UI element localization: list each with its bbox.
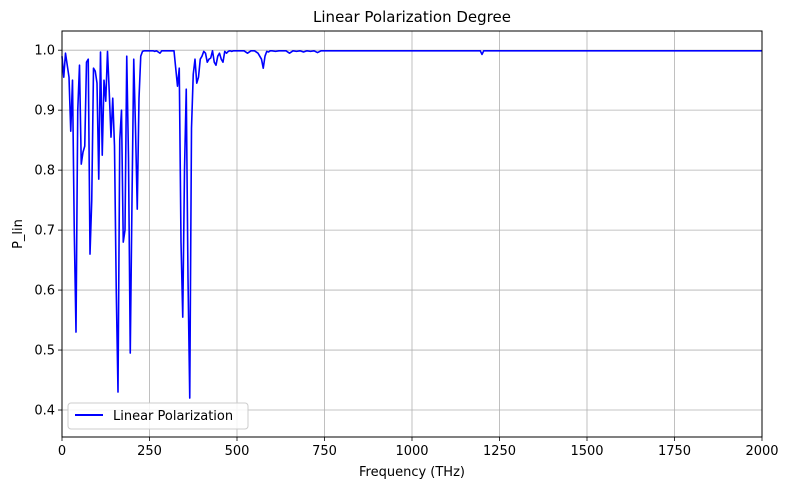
y-tick-label: 1.0 — [34, 44, 55, 59]
chart-title: Linear Polarization Degree — [313, 8, 511, 26]
x-tick-label: 500 — [225, 444, 250, 459]
x-tick-label: 1000 — [395, 444, 428, 459]
y-tick-label: 0.5 — [34, 344, 55, 359]
y-tick-label: 0.6 — [34, 284, 55, 299]
x-tick-label: 750 — [312, 444, 337, 459]
x-tick-label: 2000 — [745, 444, 778, 459]
x-tick-label: 1250 — [483, 444, 516, 459]
legend-box — [67, 402, 249, 430]
y-tick-label: 0.8 — [34, 164, 55, 179]
y-tick-label: 0.4 — [34, 404, 55, 419]
x-tick-label: 250 — [137, 444, 162, 459]
series-line-linear-polarization — [61, 49, 762, 399]
x-tick-label: 0 — [58, 444, 66, 459]
legend-label: Linear Polarization — [113, 409, 233, 424]
x-tick-label: 1500 — [570, 444, 603, 459]
axis-ticks: 0 250 500 750 1000 1250 1500 1750 2000 0.4 0.5 0.6 0… — [34, 44, 778, 459]
legend: Linear Polarization — [67, 402, 249, 430]
y-tick-label: 0.7 — [34, 224, 55, 239]
x-tick-label: 1750 — [658, 444, 691, 459]
series-layer — [61, 49, 762, 399]
x-axis-label: Frequency (THz) — [359, 465, 465, 480]
y-axis-label: P_lin — [11, 219, 26, 249]
y-tick-label: 0.9 — [34, 104, 55, 119]
